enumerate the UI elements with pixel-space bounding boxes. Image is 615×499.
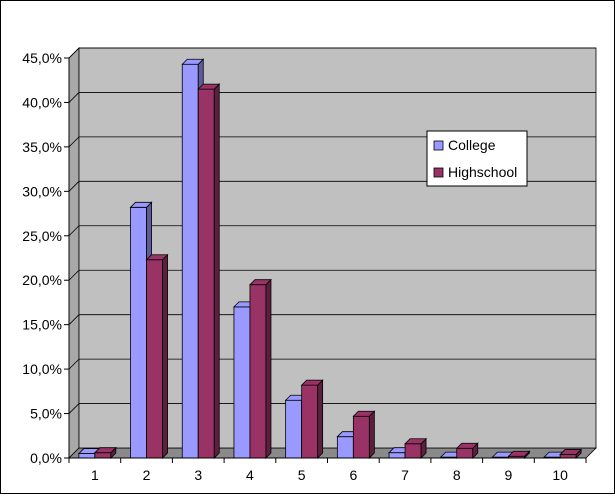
bar-highschool-6 [352,410,376,459]
gridlines [68,47,596,414]
bar-front [146,259,163,459]
bar-highschool-8 [455,442,479,459]
bar-top [197,83,221,90]
legend-box [426,130,528,187]
legend-label-highschool: Highschool [448,164,517,180]
bar-top [352,410,376,417]
gridline [68,180,596,192]
y-tick-label: 5,0% [30,406,62,422]
bar-front [181,63,199,459]
bar-highschool-2 [145,253,169,459]
bar-top [455,442,479,449]
bar-front [285,399,303,459]
bar-front [233,306,251,459]
x-tick-label: 9 [505,467,513,483]
bar-front [130,206,147,459]
bar-top [300,379,324,386]
bar-top [559,449,583,455]
gridline [68,136,596,148]
bar-front [336,436,354,459]
x-tick-label: 10 [552,467,568,483]
y-tick-label: 15,0% [22,317,62,333]
bar-highschool-10 [559,448,583,459]
gridline [68,403,596,414]
bar-front [456,447,474,459]
x-tick-label: 2 [143,467,151,483]
bar-front [404,443,422,459]
gridline [68,269,596,281]
bar-front [559,454,577,459]
x-tick-label: 6 [349,467,357,483]
bar-highschool-1 [93,446,117,459]
x-tick-label: 3 [194,467,202,483]
plot-area [68,47,597,459]
x-tick-label: 5 [298,467,306,483]
bar-highschool-7 [404,437,428,459]
y-tick-label: 0,0% [30,450,62,466]
legend-swatch-college [433,140,444,151]
y-tick-label: 10,0% [22,361,62,377]
bar-front [249,284,267,459]
bar-highschool-5 [300,379,324,459]
y-tick-label: 25,0% [22,228,62,244]
gridline [68,92,596,103]
legend: College Highschool [426,130,528,187]
y-tick-label: 40,0% [22,94,62,110]
x-tick-label: 4 [246,467,254,483]
x-tick-label: 1 [91,467,99,483]
y-tick-label: 45,0% [22,50,62,66]
bar-top [145,254,169,261]
bar-top [181,58,205,65]
gridline [68,225,596,237]
gridline [68,358,596,370]
bar-top [404,438,428,445]
x-tick-label: 7 [401,467,409,483]
bar-top [129,201,153,208]
y-tick-label: 30,0% [22,183,62,199]
bar-front [197,88,215,459]
bar-front [301,384,319,459]
bar-highschool-4 [248,278,272,459]
bar-highschool-9 [507,450,531,459]
bar-side [213,83,220,459]
bar-side [317,379,324,459]
x-tick-label: 8 [453,467,461,483]
bar-front [78,453,96,459]
y-tick-label: 35,0% [22,139,62,155]
bar-front [388,452,406,459]
bar-top [248,279,272,286]
bar-side [162,253,168,459]
side-wall [68,47,80,459]
y-tick-label: 20,0% [22,272,62,288]
gridline [68,47,596,59]
legend-swatch-highschool [433,167,444,178]
bar-highschool-3 [197,83,221,459]
bar-front [352,415,370,459]
bar-front [94,452,112,459]
bar-side [368,410,375,459]
bar-top [93,447,117,454]
bar-side [265,278,272,459]
axes: 0,0% 5,0% 10,0% 15,0% 20,0% 25,0% 30,0% 35,0% 40… [22,50,587,483]
legend-label-college: College [448,137,496,153]
gridline [68,314,596,325]
bar-top [507,450,531,457]
bars [77,58,583,459]
